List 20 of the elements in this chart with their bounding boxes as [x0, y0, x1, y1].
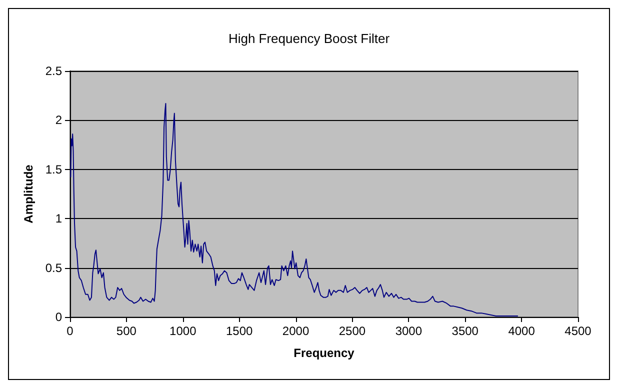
x-axis-title: Frequency: [294, 346, 355, 360]
y-tick-label: 1.5: [45, 162, 62, 176]
y-tick-label: 2: [55, 113, 62, 128]
y-tick-label: 1: [55, 212, 62, 226]
x-tick-label: 0: [66, 324, 74, 338]
x-tick-label: 3500: [452, 324, 479, 338]
x-tick-label: 3000: [395, 324, 422, 338]
y-tick-label: 2.5: [45, 64, 62, 78]
x-tick-label: 500: [116, 324, 137, 338]
x-tick-label: 4500: [564, 324, 592, 338]
chart-title: High Frequency Boost Filter: [228, 31, 390, 46]
x-tick-label: 4000: [508, 324, 536, 338]
line-series: [70, 102, 518, 317]
x-tick-label: 1000: [170, 324, 197, 338]
x-tick-label: 2500: [338, 324, 366, 338]
x-tick-label: 1500: [226, 324, 254, 338]
x-tick-label: 2000: [282, 324, 310, 338]
y-tick-label: 0: [55, 310, 62, 324]
y-axis-title: Amplitude: [21, 164, 36, 224]
y-tick-label: 0.5: [45, 260, 62, 275]
